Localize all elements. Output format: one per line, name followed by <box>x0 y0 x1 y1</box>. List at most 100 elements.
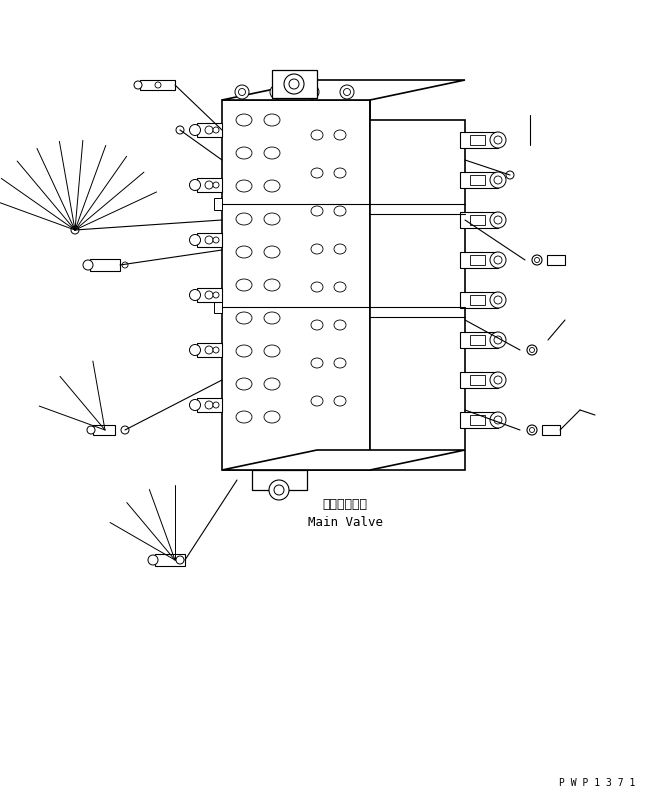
Bar <box>222 100 370 470</box>
Circle shape <box>494 336 502 344</box>
Circle shape <box>122 262 128 268</box>
Ellipse shape <box>334 168 346 178</box>
Ellipse shape <box>236 213 252 225</box>
Ellipse shape <box>311 244 323 254</box>
Ellipse shape <box>236 147 252 159</box>
Circle shape <box>340 85 354 99</box>
Bar <box>214 301 222 314</box>
Circle shape <box>494 416 502 424</box>
Circle shape <box>189 344 201 355</box>
Bar <box>470 335 485 345</box>
Ellipse shape <box>311 168 323 178</box>
Bar <box>470 175 485 185</box>
Ellipse shape <box>236 378 252 390</box>
Circle shape <box>134 81 142 89</box>
Circle shape <box>176 556 184 564</box>
Circle shape <box>490 132 506 148</box>
Text: P W P 1 3 7 1: P W P 1 3 7 1 <box>559 778 635 788</box>
Circle shape <box>239 89 245 95</box>
Bar <box>547 255 565 265</box>
Ellipse shape <box>236 345 252 357</box>
Ellipse shape <box>264 246 280 258</box>
Circle shape <box>213 347 219 353</box>
Circle shape <box>273 89 281 95</box>
Polygon shape <box>222 450 465 470</box>
Text: Main Valve: Main Valve <box>307 516 382 529</box>
Ellipse shape <box>264 312 280 324</box>
Bar <box>197 178 222 192</box>
Circle shape <box>284 74 304 94</box>
Circle shape <box>205 236 213 244</box>
Circle shape <box>530 427 534 433</box>
Circle shape <box>213 292 219 298</box>
Circle shape <box>148 555 158 565</box>
Circle shape <box>309 89 315 95</box>
Bar <box>197 288 222 302</box>
Circle shape <box>269 480 289 500</box>
Bar <box>470 215 485 225</box>
Bar <box>460 212 498 228</box>
Circle shape <box>155 82 161 88</box>
Ellipse shape <box>311 130 323 140</box>
Circle shape <box>527 425 537 435</box>
Ellipse shape <box>311 320 323 330</box>
Circle shape <box>71 226 79 234</box>
Bar <box>460 372 498 388</box>
Circle shape <box>189 235 201 246</box>
Ellipse shape <box>236 411 252 423</box>
Circle shape <box>87 426 95 434</box>
Circle shape <box>274 485 284 495</box>
Circle shape <box>490 292 506 308</box>
Ellipse shape <box>264 345 280 357</box>
Bar <box>197 123 222 137</box>
Bar <box>197 343 222 357</box>
Polygon shape <box>222 80 465 100</box>
Circle shape <box>506 171 514 179</box>
Ellipse shape <box>264 378 280 390</box>
Bar <box>470 295 485 305</box>
Circle shape <box>213 127 219 133</box>
Circle shape <box>344 89 350 95</box>
Bar <box>252 470 307 490</box>
Ellipse shape <box>311 358 323 368</box>
Bar <box>460 332 498 348</box>
Bar <box>214 197 222 210</box>
Circle shape <box>205 181 213 189</box>
Circle shape <box>213 182 219 188</box>
Circle shape <box>490 172 506 188</box>
Circle shape <box>494 296 502 304</box>
Ellipse shape <box>236 279 252 291</box>
Circle shape <box>289 79 299 89</box>
Circle shape <box>532 255 542 265</box>
Circle shape <box>176 126 184 134</box>
Bar <box>272 70 317 98</box>
Circle shape <box>494 176 502 184</box>
Ellipse shape <box>311 396 323 406</box>
Circle shape <box>494 136 502 144</box>
Text: メインバルブ: メインバルブ <box>323 498 368 511</box>
Ellipse shape <box>264 279 280 291</box>
Ellipse shape <box>334 396 346 406</box>
Circle shape <box>205 346 213 354</box>
Circle shape <box>189 180 201 190</box>
Ellipse shape <box>236 246 252 258</box>
Ellipse shape <box>334 130 346 140</box>
Bar <box>460 172 498 188</box>
Circle shape <box>530 347 534 352</box>
Circle shape <box>205 291 213 299</box>
Bar <box>470 135 485 145</box>
Bar <box>542 425 560 435</box>
Circle shape <box>490 372 506 388</box>
Circle shape <box>205 126 213 134</box>
Ellipse shape <box>311 206 323 216</box>
Circle shape <box>494 376 502 384</box>
Ellipse shape <box>264 114 280 126</box>
Ellipse shape <box>236 312 252 324</box>
Circle shape <box>213 237 219 243</box>
Ellipse shape <box>264 147 280 159</box>
Bar <box>460 292 498 308</box>
Ellipse shape <box>236 114 252 126</box>
Ellipse shape <box>236 180 252 192</box>
Circle shape <box>189 124 201 135</box>
Bar <box>460 412 498 428</box>
